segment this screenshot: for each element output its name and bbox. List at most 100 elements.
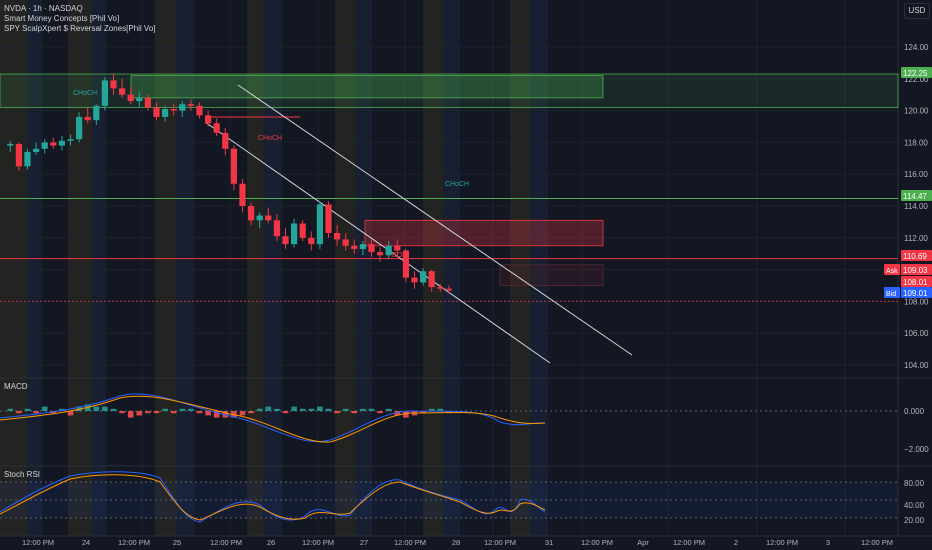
- macd-histogram-bar: [368, 408, 375, 411]
- candle-body: [24, 151, 31, 167]
- candle-body: [411, 277, 418, 283]
- macd-histogram-bar: [102, 406, 108, 411]
- session-band: [355, 0, 372, 536]
- macd-pane-label[interactable]: MACD: [4, 382, 28, 391]
- structure-label: CHoCH: [73, 90, 97, 97]
- candle-body: [84, 116, 91, 121]
- candle-body: [385, 245, 392, 256]
- stoch-d-line: [0, 474, 546, 521]
- time-tick-label: 12:00 PM: [766, 538, 798, 547]
- macd-histogram-bar: [196, 411, 203, 414]
- candle-body: [377, 252, 384, 256]
- macd-histogram-bar: [282, 411, 289, 414]
- stoch-rsi-pane-label[interactable]: Stoch RSI: [4, 470, 41, 479]
- candle-body: [334, 233, 341, 240]
- candle-body: [325, 204, 332, 234]
- macd-histogram-bar: [299, 408, 306, 411]
- macd-histogram-bar: [222, 411, 229, 418]
- candle-body: [93, 105, 100, 121]
- indicator-reversal-zones[interactable]: SPY ScalpXpert $ Reversal Zones[Phil Vo]: [4, 24, 156, 33]
- candle-body: [127, 94, 134, 102]
- macd-histogram-bar: [385, 408, 392, 411]
- macd-histogram-bar: [351, 411, 358, 414]
- candle-body: [265, 215, 272, 221]
- price-tick-label: 124.00: [904, 43, 929, 52]
- candle-body: [33, 148, 40, 152]
- candle-body: [239, 183, 246, 206]
- candle-body: [248, 206, 255, 221]
- currency-button[interactable]: USD: [904, 3, 930, 19]
- session-band: [0, 0, 27, 536]
- price-tick-label: 108.00: [904, 297, 929, 306]
- candle-body: [110, 80, 117, 89]
- macd-histogram-bar: [420, 411, 426, 414]
- candle-body: [162, 109, 169, 117]
- indicator-smc[interactable]: Smart Money Concepts [Phil Vo]: [4, 14, 120, 23]
- session-band: [155, 0, 177, 536]
- macd-histogram-bar: [437, 408, 444, 411]
- time-tick-label: 31: [545, 538, 553, 547]
- price-tick-label: 104.00: [904, 361, 929, 370]
- macd-histogram-bar: [179, 408, 186, 411]
- candle-body: [50, 142, 57, 146]
- candle-body: [187, 104, 194, 106]
- candle-body: [273, 220, 280, 237]
- candle-body: [15, 143, 22, 167]
- price-tick-label: 122.00: [904, 75, 929, 84]
- symbol-title[interactable]: NVDA · 1h · NASDAQ: [4, 4, 83, 13]
- candle-body: [76, 116, 83, 140]
- price-tick-label: 114.00: [904, 202, 928, 211]
- price-tick-label: 106.00: [904, 329, 929, 338]
- fair-value-gap: [499, 264, 604, 286]
- stoch-k-line: [0, 471, 546, 523]
- macd-signal-line: [0, 395, 546, 443]
- time-tick-label: 12:00 PM: [673, 538, 705, 547]
- macd-histogram-bar: [127, 411, 134, 418]
- macd-histogram-bar: [377, 411, 383, 414]
- time-tick-label: 12:00 PM: [118, 538, 150, 547]
- price-badge: [901, 287, 932, 298]
- macd-histogram-bar: [291, 406, 297, 411]
- candle-body: [196, 105, 203, 116]
- macd-histogram-bar: [248, 411, 254, 414]
- time-tick-label: 12:00 PM: [861, 538, 893, 547]
- macd-histogram-bar: [110, 408, 117, 411]
- candle-body: [437, 287, 444, 289]
- candle-body: [351, 245, 358, 249]
- candle-body: [402, 250, 409, 278]
- price-badge-prefix-text: Bid: [886, 291, 896, 298]
- macd-histogram-bar: [334, 411, 340, 414]
- structure-label: CHoCH: [258, 135, 282, 142]
- candle-body: [291, 223, 298, 245]
- time-tick-label: 12:00 PM: [302, 538, 334, 547]
- price-badge-prefix: [884, 264, 900, 275]
- candle-body: [282, 236, 289, 245]
- session-band: [423, 0, 443, 536]
- time-tick-label: 12:00 PM: [394, 538, 426, 547]
- macd-histogram-bar: [265, 406, 272, 411]
- macd-histogram-bar: [153, 411, 160, 414]
- time-tick-label: 12:00 PM: [581, 538, 613, 547]
- candle-body: [222, 132, 229, 149]
- session-band: [247, 0, 263, 536]
- time-tick-label: 2: [734, 538, 738, 547]
- candle-body: [205, 115, 212, 124]
- macd-histogram-bar: [33, 411, 39, 414]
- macd-histogram-bar: [67, 411, 74, 416]
- macd-histogram-bar: [239, 411, 246, 416]
- time-tick-label: 12:00 PM: [210, 538, 242, 547]
- macd-line: [0, 393, 546, 442]
- price-badge-prefix: [884, 287, 900, 298]
- price-badge: [901, 190, 932, 201]
- candle-body: [41, 142, 48, 149]
- time-tick-label: 26: [267, 538, 275, 547]
- price-badge-text: 122.25: [903, 69, 928, 78]
- macd-histogram-bar: [325, 408, 332, 411]
- session-band: [530, 0, 548, 536]
- price-badge-text: 108.01: [903, 278, 928, 287]
- session-band: [68, 0, 92, 536]
- stoch-tick-label: 80.00: [904, 479, 925, 488]
- macd-histogram-bar: [308, 408, 315, 411]
- structure-label: CHoCH: [445, 181, 469, 188]
